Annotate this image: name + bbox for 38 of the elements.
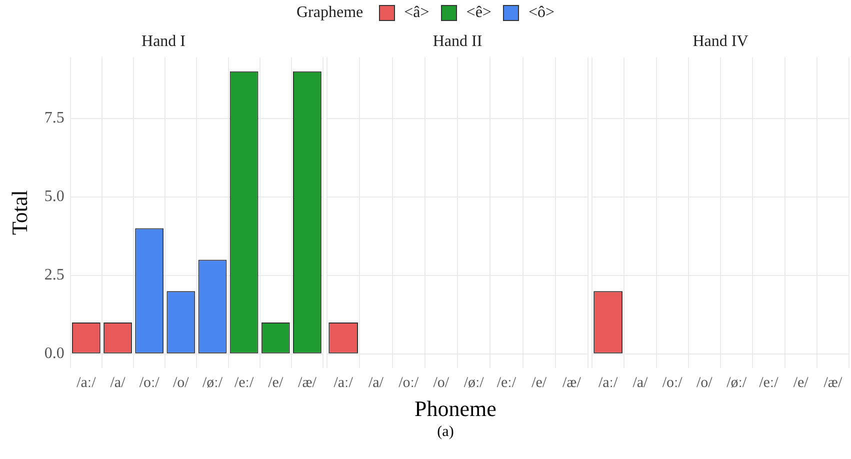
x-tick-label: /æ/ xyxy=(824,374,843,391)
x-tick-label: /eː/ xyxy=(496,374,517,391)
x-tick-label: /a/ xyxy=(368,374,384,391)
y-tick-label: 7.5 xyxy=(44,110,64,127)
x-tick-label: /øː/ xyxy=(202,374,224,391)
x-tick-label: /a/ xyxy=(632,374,649,391)
y-tick-label: 5.0 xyxy=(44,188,64,206)
x-tick-label: /eː/ xyxy=(234,374,254,391)
x-tick-label: /o/ xyxy=(172,374,190,391)
x-tick-label: /a/ xyxy=(110,374,126,391)
x-tick-label: /øː/ xyxy=(464,374,485,391)
x-tick-label: /e/ xyxy=(793,374,810,391)
text: (a) xyxy=(436,424,455,441)
x-tick-label: /o/ xyxy=(433,374,450,391)
x-tick-label: /aː/ xyxy=(76,374,97,391)
legend-label: <â> xyxy=(404,4,430,22)
x-tick-label: /aː/ xyxy=(598,374,618,391)
y-axis-title: Total xyxy=(6,190,32,236)
x-axis-title: Phoneme xyxy=(414,396,498,423)
x-tick-label: /e/ xyxy=(268,374,284,391)
legend-title: Grapheme xyxy=(296,4,364,22)
y-tick-label: 0.0 xyxy=(44,345,64,362)
x-tick-label: /aː/ xyxy=(334,374,354,391)
chart-title: Hand IV xyxy=(692,32,749,50)
legend-label: <ê> xyxy=(466,4,492,22)
y-tick-label: 2.5 xyxy=(44,266,64,284)
x-tick-label: /oː/ xyxy=(662,374,684,391)
x-tick-label: /æ/ xyxy=(562,374,582,391)
x-tick-label: /oː/ xyxy=(139,374,160,391)
x-tick-label: /æ/ xyxy=(298,374,318,391)
x-tick-label: /oː/ xyxy=(398,374,420,391)
chart-title: Hand I xyxy=(142,32,186,50)
x-tick-label: /o/ xyxy=(696,374,714,391)
x-tick-label: /eː/ xyxy=(759,374,780,391)
x-tick-label: /e/ xyxy=(532,374,548,391)
legend-label: <ô> xyxy=(528,4,554,22)
chart-title: Hand II xyxy=(432,32,482,50)
x-tick-label: /øː/ xyxy=(726,374,748,391)
